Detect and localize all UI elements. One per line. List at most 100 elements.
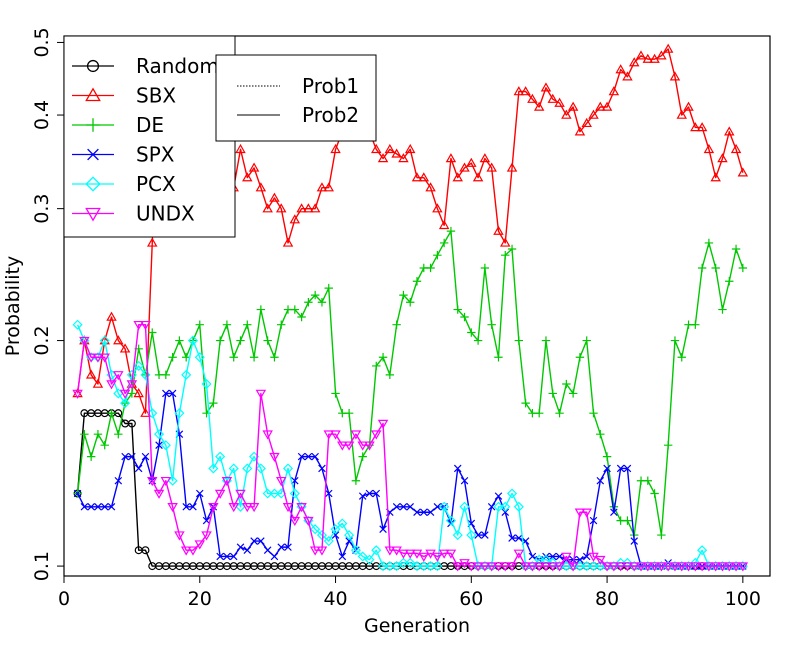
undx-point bbox=[357, 441, 368, 451]
undx-point bbox=[533, 562, 545, 572]
x-axis-label: Generation bbox=[364, 615, 470, 637]
x-tick-label: 40 bbox=[323, 588, 347, 610]
sbx-point bbox=[595, 101, 606, 111]
sbx-point bbox=[479, 153, 491, 163]
legend-sbx-label: SBX bbox=[136, 84, 176, 108]
sbx-point bbox=[147, 237, 158, 247]
sbx-point bbox=[459, 162, 470, 172]
spx-point bbox=[318, 464, 326, 473]
spx-point bbox=[168, 389, 177, 398]
pcx-point bbox=[500, 501, 511, 512]
sbx-point bbox=[669, 71, 681, 81]
undx-point bbox=[113, 371, 124, 381]
de-point bbox=[290, 305, 300, 314]
pcx-point bbox=[690, 557, 701, 568]
sbx-point bbox=[737, 167, 749, 177]
undx-point bbox=[608, 562, 620, 572]
spx-point bbox=[121, 452, 129, 461]
legend-spx-marker bbox=[87, 148, 99, 161]
spx-point bbox=[555, 552, 564, 561]
de-point bbox=[670, 336, 680, 345]
undx-point bbox=[248, 503, 260, 513]
spx-point bbox=[155, 441, 163, 449]
undx-point bbox=[180, 546, 192, 556]
de-point bbox=[209, 398, 218, 408]
spx-point bbox=[189, 502, 197, 511]
sbx-point bbox=[445, 153, 457, 163]
spx-point bbox=[297, 452, 306, 461]
spx-point bbox=[257, 537, 265, 545]
sbx-point bbox=[717, 153, 728, 163]
undx-point bbox=[92, 353, 104, 363]
de-point bbox=[534, 408, 544, 418]
undx-point bbox=[656, 562, 667, 572]
undx-point bbox=[377, 419, 389, 429]
sbx-point bbox=[676, 109, 687, 119]
undx-point bbox=[561, 552, 572, 562]
de-point bbox=[568, 389, 578, 398]
undx-point bbox=[486, 562, 497, 572]
legend-pcx-label: PCX bbox=[136, 172, 176, 196]
undx-point bbox=[391, 546, 402, 556]
sbx-point bbox=[398, 153, 409, 163]
pcx-point bbox=[398, 557, 409, 568]
undx-point bbox=[432, 552, 443, 562]
random-point bbox=[141, 546, 150, 555]
spx-point bbox=[379, 525, 387, 534]
undx-point bbox=[696, 562, 708, 572]
sbx-point bbox=[662, 43, 674, 53]
spx-point bbox=[399, 502, 408, 511]
undx-point bbox=[371, 430, 382, 440]
undx-point bbox=[730, 562, 742, 572]
undx-point bbox=[676, 562, 687, 572]
undx-point bbox=[628, 562, 640, 572]
undx-point bbox=[343, 441, 355, 451]
de-point bbox=[80, 429, 89, 439]
sbx-point bbox=[581, 117, 592, 128]
y-axis-label: Probability bbox=[2, 256, 24, 356]
sbx-point bbox=[588, 109, 599, 119]
sbx-point bbox=[554, 97, 565, 107]
spx-point bbox=[596, 476, 605, 485]
undx-point bbox=[724, 562, 735, 572]
de-point bbox=[494, 353, 503, 362]
pcx-point bbox=[506, 488, 518, 499]
sbx-point bbox=[330, 143, 341, 154]
pcx-point bbox=[99, 335, 110, 346]
spx-point bbox=[162, 389, 170, 398]
de-point bbox=[412, 277, 422, 286]
pcx-point bbox=[581, 561, 592, 572]
pcx-point bbox=[547, 557, 558, 568]
pcx-point bbox=[242, 463, 253, 474]
undx-point bbox=[479, 562, 491, 572]
undx-point bbox=[669, 562, 681, 572]
spx-point bbox=[134, 464, 143, 473]
undx-point bbox=[404, 549, 416, 559]
de-point bbox=[317, 298, 327, 307]
spx-point bbox=[229, 552, 238, 561]
undx-point bbox=[717, 562, 728, 572]
sbx-point bbox=[438, 219, 450, 230]
pcx-point bbox=[330, 524, 341, 535]
de-point bbox=[453, 305, 462, 314]
undx-point bbox=[574, 508, 586, 518]
pcx-point bbox=[418, 561, 429, 572]
pcx-point bbox=[615, 557, 626, 568]
sbx-point bbox=[690, 122, 701, 132]
sbx-point bbox=[371, 143, 382, 154]
spx-point bbox=[141, 452, 150, 461]
pcx-point bbox=[588, 561, 599, 572]
pcx-point bbox=[534, 554, 545, 565]
undx-point bbox=[472, 562, 484, 572]
sbx-point bbox=[323, 182, 334, 192]
de-point bbox=[731, 244, 741, 254]
pcx-point bbox=[411, 561, 423, 572]
de-point bbox=[704, 238, 714, 248]
spx-point bbox=[392, 502, 401, 511]
undx-point bbox=[635, 562, 647, 572]
undx-point bbox=[167, 503, 178, 513]
de-point bbox=[215, 336, 225, 345]
undx-point bbox=[289, 516, 301, 527]
plot-frame bbox=[63, 35, 771, 577]
